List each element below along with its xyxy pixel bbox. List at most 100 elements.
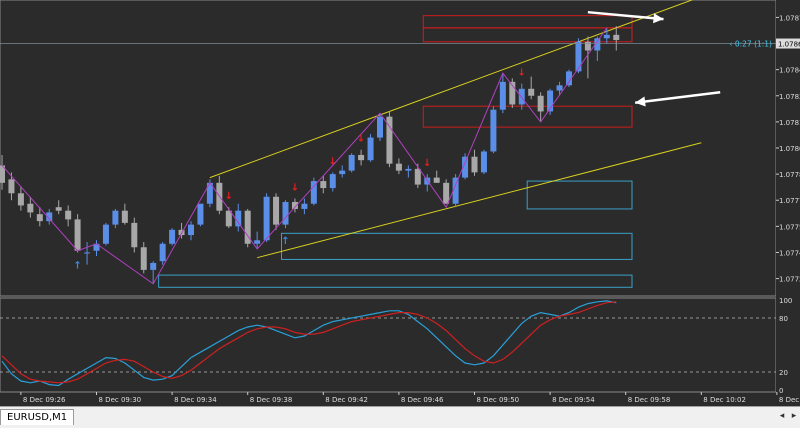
time-tick-label: 8 Dec 09:30 [99,396,142,404]
stochastic-panel-frame [0,297,777,393]
chart-tab-bar: EURUSD,M1 ◂ ▸ [0,406,800,428]
candle-body [367,137,374,161]
candle-body [490,109,497,152]
stochastic-main-line [1,300,617,387]
support-zone [281,232,633,260]
candle-body [121,210,128,223]
candle-body [613,34,620,41]
price-tick-label: 1.07845 [779,67,800,75]
stochastic-tick-label: 80 [779,315,788,323]
candle-body [27,203,34,213]
candle-body [273,196,280,225]
time-tick-label: 8 Dec 09:54 [552,396,595,404]
candle-body [499,81,506,110]
price-tick-label: 1.07770 [779,197,800,205]
candle-body [471,156,478,173]
candle-body [150,262,157,270]
candle-body [310,181,317,204]
candle-body [537,95,544,112]
annotation-arrow-line [634,91,721,104]
annotation-arrowhead-icon [635,96,646,107]
candle-body [46,212,53,222]
candle-body [235,210,242,227]
candle-body [329,174,336,189]
candle-body [452,177,459,204]
sell-arrow-icon: ↓ [329,156,337,167]
support-zone [158,274,633,288]
candle-body [263,196,270,241]
price-tick-label: 1.07740 [779,249,800,257]
sell-arrow-icon: ↓ [423,158,431,169]
candle-body [225,210,232,227]
buy-arrow-icon: ↑ [281,236,289,247]
candle-body [131,222,138,248]
candle-body [566,71,572,86]
zigzag-line [1,27,608,285]
time-tick-label: 8 Dec 09:42 [325,396,368,404]
sell-arrow-icon: ↓ [225,191,233,202]
stochastic-tick-label: 0 [779,387,783,395]
candle-body [358,154,365,161]
price-tick-label: 1.07875 [779,14,800,22]
channel-line [209,0,694,179]
candle-body [414,168,421,185]
price-tick-label: 1.07785 [779,171,800,179]
candle-body [74,219,81,251]
support-zone [526,180,633,210]
candle-body [254,240,261,244]
time-tick-label: 8 Dec 09:50 [477,396,520,404]
candle-body [480,151,487,173]
sell-arrow-icon: ↓ [518,68,526,79]
candle-body [102,224,109,244]
sell-arrow-icon: ↓ [357,134,365,145]
stochastic-panel[interactable] [0,297,777,393]
price-tick-label: 1.07830 [779,93,800,101]
candle-body [65,210,72,220]
candle-body [518,88,525,105]
time-tick-label: 8 Dec 10:06 [779,396,800,404]
candle-body [169,229,176,244]
current-price-box [776,38,800,49]
time-tick-label: 8 Dec 09:26 [23,396,66,404]
sell-arrow-icon: ↓ [291,182,299,193]
scroll-left-icon[interactable]: ◂ [779,411,785,421]
time-tick-label: 8 Dec 09:58 [628,396,671,404]
candle-body [244,210,251,244]
time-tick-label: 8 Dec 09:46 [401,396,444,404]
stochastic-tick-label: 100 [779,297,792,305]
price-tick-label: 1.07755 [779,223,800,231]
time-tick-label: 8 Dec 09:34 [174,396,217,404]
price-tick-label: 1.07800 [779,145,800,153]
candle-body [405,168,412,171]
candle-body [395,163,402,171]
stochastic-signal-line [1,301,617,384]
candle-body [509,81,516,105]
tab-eurusd-m1[interactable]: EURUSD,M1 [0,409,75,425]
candle-body [188,224,194,236]
chart-canvas[interactable]: ↓↓↓↓↓↓↑↑‹ 0:27 (1:1) 1.078751.078601.078… [0,0,800,406]
candle-body [112,210,119,225]
current-price-value: 1.07860 [778,41,800,49]
price-panel[interactable]: ↓ ↓ ↓ ↓ ↓ ↓ ↑ ↑ ‹ 0:27 (1:1) [0,0,777,297]
candle-body [575,41,582,72]
candle-body [556,85,563,91]
candle-body [17,193,24,206]
candle-body [603,34,610,39]
resistance-zone [422,27,633,43]
candle-body [433,177,440,183]
candle-body [8,179,15,194]
candle-body [339,170,346,175]
candle-body [594,38,601,51]
candle-body [36,214,43,222]
candle-body [55,207,62,211]
candle-body [282,201,289,225]
annotation-arrow-line [587,10,664,21]
candle-body [320,181,327,189]
scroll-right-icon[interactable]: ▸ [791,411,797,421]
candle-body [0,165,5,183]
channel-line [257,142,702,259]
candle-body [84,252,91,254]
price-tick-label: 1.07725 [779,276,800,284]
time-tick-label: 8 Dec 10:02 [703,396,746,404]
candle-body [93,243,100,251]
